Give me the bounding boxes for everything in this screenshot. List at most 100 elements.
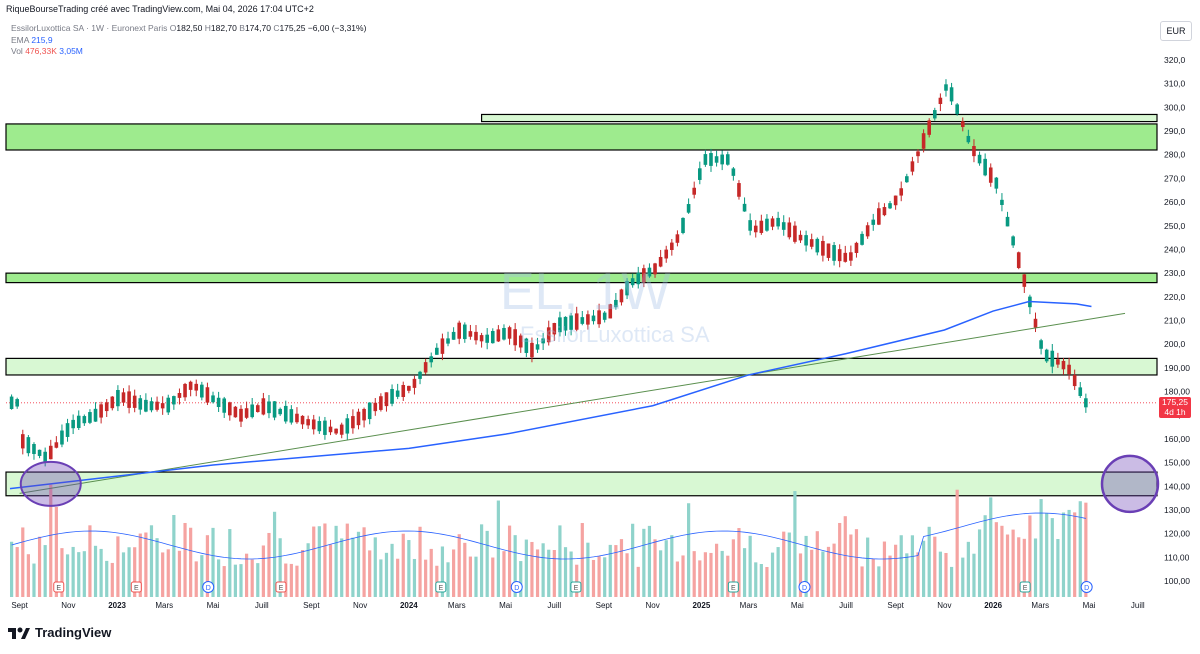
candle-body [76, 415, 81, 429]
volume-ma-value: 3,05M [59, 46, 83, 56]
volume-bar [955, 489, 959, 597]
volume-legend[interactable]: Vol 476,33K 3,05M [11, 46, 83, 56]
candle-body [916, 151, 920, 157]
candle-body [26, 437, 31, 454]
volume-bar [933, 536, 937, 597]
volume-bar [189, 527, 193, 597]
candle-body [737, 183, 741, 197]
candle-body [614, 299, 618, 308]
currency-button[interactable]: EUR [1160, 21, 1192, 41]
volume-bar [1067, 509, 1071, 597]
volume-bar [194, 561, 198, 597]
price-tick-label: 100,00 [1164, 576, 1190, 586]
candle-body [865, 225, 870, 237]
price-tick-label: 110,00 [1164, 552, 1190, 562]
volume-bar [446, 562, 450, 597]
candle-body [552, 323, 557, 335]
candle-body [658, 256, 663, 267]
volume-bar [1022, 538, 1026, 597]
earnings-marker [435, 581, 447, 593]
time-tick-label: Mars [155, 601, 173, 610]
time-tick-label: Mars [448, 601, 466, 610]
volume-bar [563, 547, 568, 597]
ema-value: 215,9 [31, 35, 53, 45]
earnings-marker-label: E [134, 585, 139, 592]
volume-bar [944, 552, 948, 597]
volume-bar [759, 563, 763, 597]
earnings-marker [275, 581, 287, 593]
volume-bar [166, 549, 170, 597]
volume-bar [524, 539, 528, 597]
time-tick-label: Mars [740, 601, 758, 610]
volume-bar [614, 545, 618, 597]
volume-bar [1073, 512, 1077, 597]
candle-body [854, 242, 859, 253]
candle-body [742, 203, 747, 212]
candle-body [1078, 387, 1083, 396]
candle-body [48, 445, 53, 460]
candle-body [546, 327, 551, 343]
candle-body [255, 405, 260, 413]
candle-body [37, 449, 42, 456]
ema-line-legend[interactable]: EMA 215,9 [11, 35, 53, 45]
price-tick-label: 120,00 [1164, 529, 1190, 539]
volume-bar [144, 532, 148, 597]
time-tick-label: Sept [303, 601, 320, 610]
last-price-value: 175,25 [1162, 397, 1188, 407]
candle-body [351, 416, 355, 429]
price-tick-label: 300,0 [1164, 102, 1186, 112]
open-value: 182,50 [176, 23, 203, 33]
candle-body [121, 392, 126, 403]
volume-bar [54, 507, 58, 597]
candle-body [815, 238, 820, 253]
volume-bar [977, 529, 982, 597]
volume-bar [379, 559, 383, 597]
candle-body [955, 104, 959, 115]
candle-body [714, 156, 719, 163]
candle-body [653, 263, 657, 275]
volume-bar [619, 539, 624, 597]
volume-bar [222, 566, 226, 597]
low-label: B [239, 23, 245, 33]
candle-body [99, 404, 103, 418]
candle-body [261, 398, 266, 415]
earnings-marker [570, 581, 582, 593]
dividend-marker [202, 581, 215, 593]
volume-bar [93, 545, 98, 597]
volume-bar [468, 556, 472, 597]
volume-bar [631, 523, 635, 597]
candle-body [1000, 199, 1004, 205]
candle-body [127, 391, 131, 408]
candle-body [228, 402, 232, 416]
volume-bar [922, 540, 926, 597]
candle-body [362, 408, 366, 421]
volume-bar [888, 555, 892, 597]
volume-moving-average [11, 512, 1086, 560]
earnings-marker [53, 581, 65, 593]
candle-body [837, 249, 842, 262]
volume-bar [910, 535, 915, 597]
volume-bar [687, 503, 691, 597]
volume-bar [513, 535, 517, 597]
volume-label: Vol [11, 46, 23, 56]
volume-bar [295, 565, 299, 597]
volume-bar [412, 558, 417, 597]
candle-body [1067, 364, 1071, 375]
tradingview-brand[interactable]: TradingView [8, 625, 111, 640]
price-tick-label: 230,0 [1164, 268, 1186, 278]
time-tick-label: Nov [937, 601, 951, 610]
candle-body [899, 188, 904, 196]
candle-body [535, 344, 540, 350]
volume-value: 476,33K [25, 46, 57, 56]
volume-bar [200, 555, 204, 597]
candle-body [921, 133, 926, 149]
price-tick-label: 210,0 [1164, 316, 1186, 326]
time-tick-label: Nov [646, 601, 660, 610]
volume-bar [233, 564, 238, 597]
candle-body [9, 396, 14, 410]
volume-bar [675, 561, 680, 597]
candle-body [972, 146, 976, 157]
volume-bar [636, 566, 640, 597]
candle-body [1005, 216, 1010, 227]
